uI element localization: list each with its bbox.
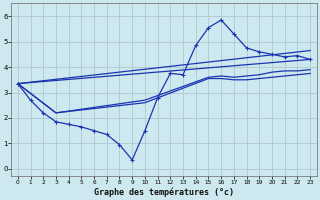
X-axis label: Graphe des températures (°c): Graphe des températures (°c) [94, 187, 234, 197]
